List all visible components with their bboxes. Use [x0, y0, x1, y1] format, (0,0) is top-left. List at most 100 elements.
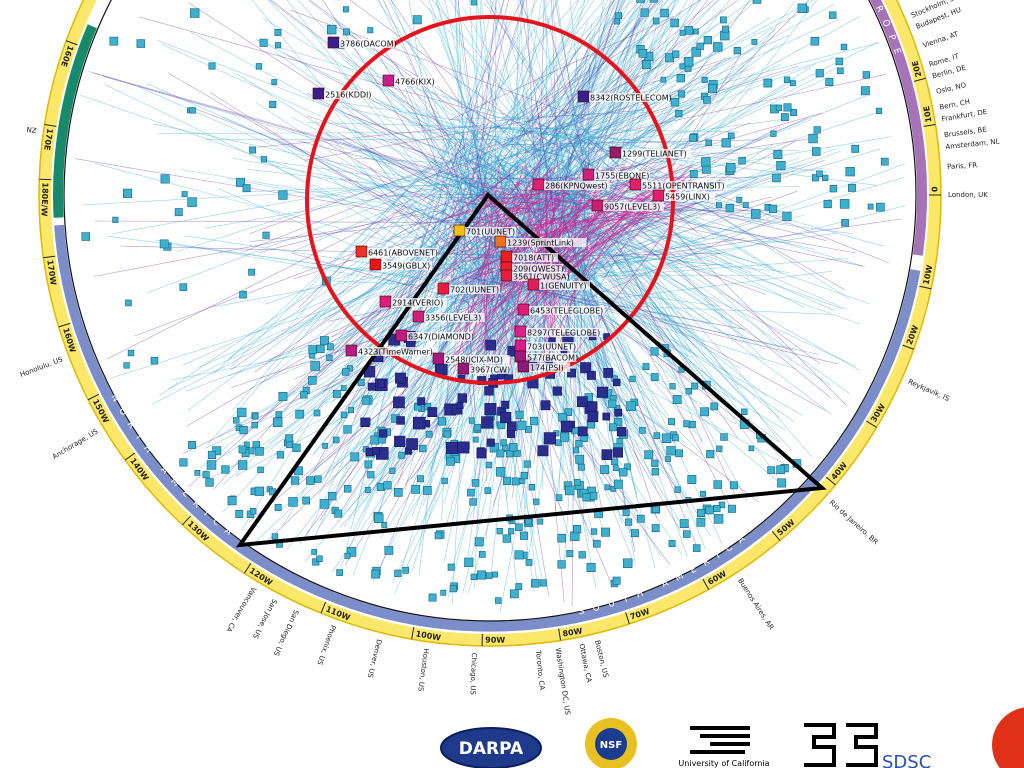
link — [315, 157, 559, 363]
link — [493, 127, 714, 148]
as-node — [523, 460, 531, 468]
link — [493, 0, 563, 266]
as-node — [666, 446, 676, 456]
link — [444, 0, 511, 216]
as-node — [357, 378, 365, 386]
as-node — [630, 529, 639, 538]
oceania-band — [53, 24, 97, 218]
as-node — [515, 410, 524, 419]
link — [92, 72, 592, 214]
as-node — [691, 382, 699, 390]
lon-tick — [702, 578, 710, 590]
link — [554, 171, 647, 401]
as-node — [364, 486, 371, 493]
as-node — [601, 527, 611, 537]
as-label: 703(UUNET) — [527, 343, 576, 352]
as-node — [566, 550, 574, 558]
as-node — [515, 583, 523, 590]
link — [504, 0, 660, 133]
as-node — [829, 184, 838, 193]
as-node — [684, 26, 693, 35]
as-node — [371, 569, 380, 579]
longitude-label: 170W — [45, 259, 57, 286]
label-bg — [506, 238, 587, 247]
as-label: 2914(VERIO) — [392, 299, 443, 308]
as-node — [187, 197, 197, 207]
as-node — [622, 558, 633, 568]
as-node — [696, 517, 706, 527]
as-node — [389, 467, 396, 474]
as-node — [875, 202, 885, 212]
link — [533, 300, 557, 464]
as-node — [248, 268, 255, 276]
as-node — [492, 571, 498, 578]
as-node — [676, 74, 685, 83]
core-node — [379, 295, 392, 308]
nsf-globe — [595, 728, 627, 760]
as-node — [381, 522, 388, 528]
link — [447, 0, 801, 212]
city-label: London, UK — [948, 191, 988, 199]
as-node — [509, 443, 518, 452]
core-link — [487, 215, 671, 228]
as-node-dark — [457, 393, 468, 403]
link — [499, 266, 568, 612]
label-bg — [664, 192, 715, 201]
core-node — [514, 350, 527, 363]
as-node — [720, 433, 728, 441]
as-node — [346, 547, 357, 557]
as-node — [467, 488, 475, 497]
link — [444, 290, 500, 562]
label-bg — [367, 248, 438, 257]
as-node — [308, 376, 317, 385]
as-node — [478, 551, 486, 558]
link — [316, 122, 447, 259]
lon-tick — [771, 530, 781, 541]
sdsc-text: SDSC — [882, 752, 931, 768]
core-node — [312, 87, 325, 100]
as-node — [194, 469, 201, 476]
label-bg — [621, 149, 692, 158]
as-node — [361, 396, 370, 405]
as-node — [127, 349, 135, 357]
as-node — [328, 491, 337, 501]
link — [452, 93, 672, 207]
link — [450, 91, 537, 199]
as-node — [559, 432, 570, 442]
as-node — [675, 110, 683, 118]
lon-tick — [558, 628, 562, 641]
as-node — [274, 503, 282, 511]
link — [398, 254, 498, 580]
as-node — [613, 479, 623, 489]
as-node — [700, 490, 706, 497]
as-node — [319, 499, 330, 509]
as-node — [626, 401, 636, 412]
lon-tick — [43, 255, 56, 259]
as-node — [808, 133, 818, 144]
link — [242, 180, 559, 193]
link — [547, 128, 765, 360]
link — [550, 256, 623, 524]
link — [287, 125, 462, 329]
lon-tick — [87, 393, 100, 401]
link — [570, 214, 634, 546]
link — [554, 214, 805, 279]
link — [473, 247, 519, 483]
as-node — [770, 130, 777, 137]
as-node — [790, 109, 798, 117]
as-node — [290, 476, 300, 485]
link — [586, 0, 700, 156]
as-label: 1(GENUITY) — [540, 282, 587, 291]
as-node — [679, 63, 686, 70]
as-node — [288, 497, 298, 507]
link — [533, 0, 637, 179]
as-node — [651, 468, 659, 476]
as-label: 3967(CW) — [470, 366, 510, 375]
as-node — [671, 434, 679, 442]
as-node — [340, 385, 347, 391]
as-node — [285, 434, 294, 443]
as-label: 6453(TELEGLOBE) — [530, 307, 603, 316]
as-node — [665, 456, 671, 462]
as-label: 5511(OPENTRANSIT) — [642, 182, 725, 191]
as-node — [251, 421, 258, 429]
